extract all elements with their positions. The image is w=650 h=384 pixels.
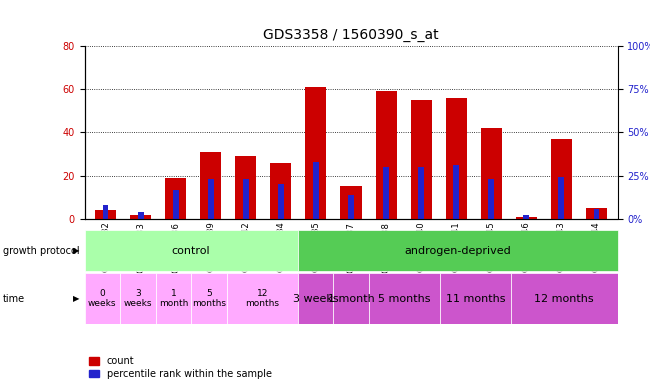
Text: 11 months: 11 months — [446, 293, 505, 304]
Bar — [298, 273, 333, 324]
Text: 5
months: 5 months — [192, 289, 226, 308]
Bar — [558, 177, 564, 219]
Bar — [333, 273, 369, 324]
Bar — [341, 187, 361, 219]
Bar — [593, 209, 599, 219]
Bar — [516, 217, 537, 219]
Bar — [200, 152, 221, 219]
Bar — [270, 163, 291, 219]
Text: 5 months: 5 months — [378, 293, 430, 304]
Bar — [138, 212, 144, 219]
Bar — [84, 273, 120, 324]
Bar — [411, 100, 432, 219]
Text: ▶: ▶ — [73, 294, 79, 303]
Bar — [551, 139, 572, 219]
Text: 3
weeks: 3 weeks — [124, 289, 152, 308]
Bar — [440, 273, 511, 324]
Bar — [120, 273, 155, 324]
Text: 0
weeks: 0 weeks — [88, 289, 116, 308]
Bar — [243, 179, 249, 219]
Bar — [306, 87, 326, 219]
Bar — [191, 273, 227, 324]
Bar — [165, 178, 186, 219]
Title: GDS3358 / 1560390_s_at: GDS3358 / 1560390_s_at — [263, 28, 439, 42]
Bar — [446, 98, 467, 219]
Bar — [298, 230, 618, 271]
Bar — [130, 215, 151, 219]
Text: 12
months: 12 months — [245, 289, 279, 308]
Bar — [523, 215, 529, 219]
Text: control: control — [172, 245, 211, 256]
Bar — [453, 165, 459, 219]
Bar — [84, 230, 298, 271]
Bar — [155, 273, 191, 324]
Text: 3 weeks: 3 weeks — [292, 293, 338, 304]
Bar — [488, 179, 494, 219]
Text: 1 month: 1 month — [328, 293, 374, 304]
Text: time: time — [3, 293, 25, 304]
Bar — [173, 190, 179, 219]
Bar — [586, 208, 607, 219]
Bar — [103, 205, 109, 219]
Text: 12 months: 12 months — [534, 293, 594, 304]
Bar — [383, 167, 389, 219]
Bar — [313, 162, 319, 219]
Bar — [227, 273, 298, 324]
Bar — [511, 273, 618, 324]
Text: 1
month: 1 month — [159, 289, 188, 308]
Bar — [376, 91, 396, 219]
Text: growth protocol: growth protocol — [3, 245, 80, 256]
Text: ▶: ▶ — [73, 246, 79, 255]
Bar — [348, 195, 354, 219]
Bar — [481, 128, 502, 219]
Bar — [208, 179, 214, 219]
Legend: count, percentile rank within the sample: count, percentile rank within the sample — [89, 356, 272, 379]
Bar — [235, 156, 256, 219]
Bar — [95, 210, 116, 219]
Bar — [278, 184, 284, 219]
Text: androgen-deprived: androgen-deprived — [404, 245, 511, 256]
Bar — [369, 273, 440, 324]
Bar — [418, 167, 424, 219]
